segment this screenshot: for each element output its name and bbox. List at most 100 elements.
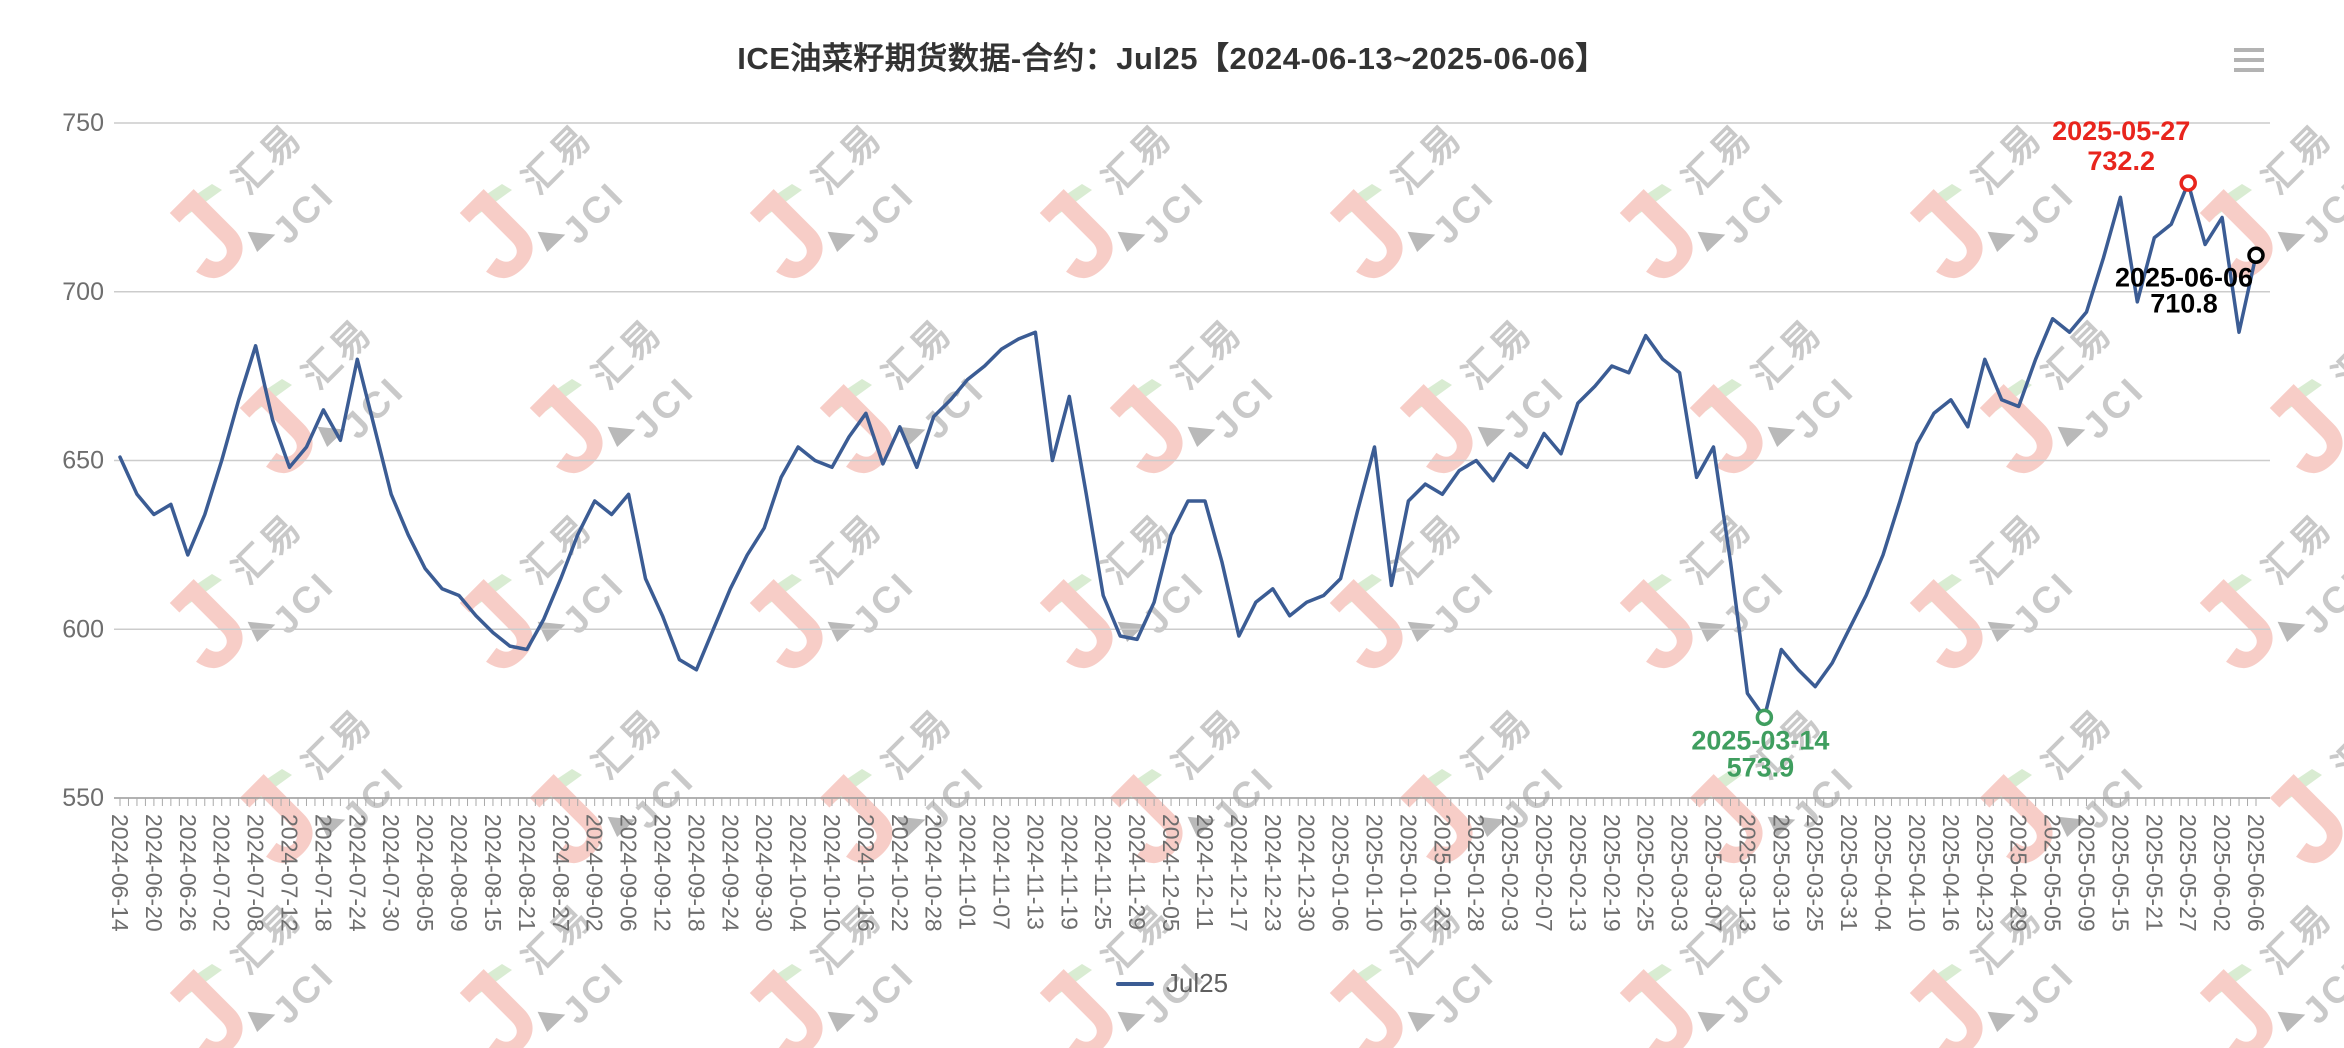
x-axis-tick-label: 2024-07-24 (344, 814, 370, 932)
watermark-text-en: JCI (1785, 368, 1863, 446)
x-axis-tick-label: 2025-04-16 (1938, 814, 1964, 932)
x-axis-tick-label: 2025-03-13 (1734, 814, 1760, 932)
x-axis-tick-label: 2024-09-02 (582, 814, 608, 932)
x-axis-tick-label: 2024-12-17 (1226, 814, 1252, 932)
y-axis-tick-label: 700 (62, 278, 104, 306)
last-point-marker[interactable] (2247, 246, 2265, 265)
x-axis-tick-label: 2024-11-13 (1022, 814, 1048, 930)
x-axis-tick-label: 2024-08-21 (514, 814, 540, 932)
x-axis-tick-label: 2025-03-19 (1768, 814, 1794, 932)
y-axis-tick-label: 650 (62, 447, 104, 475)
x-axis-tick-label: 2024-09-12 (649, 814, 675, 932)
y-axis-tick-label: 750 (62, 109, 104, 137)
x-axis-tick-label: 2024-12-30 (1294, 814, 1320, 932)
x-axis-tick-label: 2025-02-19 (1599, 814, 1625, 932)
x-axis-tick-label: 2025-05-21 (2141, 814, 2167, 932)
hamburger-bar (2234, 48, 2264, 52)
x-axis-tick-label: 2024-06-26 (175, 814, 201, 932)
watermark-text-en: JCI (1425, 173, 1503, 251)
watermark-text-cn: 汇易 (2325, 311, 2344, 397)
x-axis-tick-label: 2025-03-03 (1667, 814, 1693, 932)
watermark-text-en: JCI (845, 173, 923, 251)
x-axis-tick-label: 2025-05-05 (2040, 814, 2066, 932)
watermark-text-cn: 汇易 (2325, 701, 2344, 787)
y-axis-labels: 750 700 650 600 550 (62, 109, 104, 812)
x-axis-tick-label: 2025-01-10 (1361, 814, 1387, 932)
legend[interactable]: Jul25 (0, 968, 2344, 999)
x-axis-tick-label: 2024-08-27 (548, 814, 574, 932)
x-axis-tick-label: 2024-07-02 (209, 814, 235, 932)
x-axis-tick-label: 2024-08-09 (446, 814, 472, 932)
y-axis-tick-label: 550 (62, 784, 104, 812)
x-axis-tick-label: 2024-10-22 (887, 814, 913, 932)
x-axis-tick-label: 2025-01-06 (1328, 814, 1354, 932)
x-axis-tick-label: 2025-05-27 (2175, 814, 2201, 932)
hamburger-menu-icon[interactable] (2234, 48, 2264, 74)
gridlines (114, 122, 2270, 799)
x-axis-tick-label: 2025-05-15 (2107, 814, 2133, 932)
x-axis-tick-label: 2025-04-29 (2006, 814, 2032, 932)
x-axis-tick-label: 2025-01-28 (1463, 814, 1489, 932)
x-axis-labels: 2024-06-14 2024-06-20 2024-06-26 2024-07-02… (107, 814, 2269, 932)
x-axis-tick-label: 2024-12-23 (1260, 814, 1286, 932)
hamburger-bar (2234, 68, 2264, 72)
x-axis-tick-label: 2024-12-11 (1192, 814, 1218, 930)
max-point-marker[interactable] (2179, 174, 2197, 192)
watermark-text-en: JCI (1205, 368, 1283, 446)
min-annotation-value: 573.9 (1727, 752, 1795, 782)
x-axis-tick-label: 2024-07-12 (277, 814, 303, 932)
x-axis-tick-label: 2025-02-03 (1497, 814, 1523, 932)
x-axis-tick-label: 2024-07-30 (378, 814, 404, 932)
watermark-text-en: JCI (265, 173, 343, 251)
x-axis-tick-label: 2024-10-28 (921, 814, 947, 932)
x-axis-tick-label: 2024-11-19 (1056, 814, 1082, 930)
x-axis-tick-label: 2025-02-07 (1531, 814, 1557, 932)
watermark-text-en: JCI (625, 368, 703, 446)
x-axis-tick-label: 2024-11-01 (955, 814, 981, 930)
watermark-text-en: JCI (1715, 173, 1793, 251)
legend-line-icon (1115, 981, 1154, 986)
max-annotation-date: 2025-05-27 (2052, 116, 2190, 146)
x-axis-tick-label: 2025-05-09 (2073, 814, 2099, 932)
min-point-marker[interactable] (1755, 708, 1774, 727)
x-axis-tick-label: 2024-10-16 (853, 814, 879, 932)
max-annotation-value: 732.2 (2087, 146, 2155, 176)
x-axis-tick-label: 2025-02-13 (1565, 814, 1591, 932)
y-axis-tick-label: 600 (62, 615, 104, 643)
legend-item-label: Jul25 (1165, 968, 1229, 998)
x-axis-tick-label: 2024-06-14 (107, 814, 133, 932)
watermark-logo-letter: J (2234, 360, 2344, 502)
min-annotation-date: 2025-03-14 (1691, 725, 1829, 755)
x-axis-tick-label: 2024-08-05 (412, 814, 438, 932)
last-annotation-date: 2025-06-06 (2115, 262, 2253, 292)
watermark-text-en: JCI (2295, 173, 2344, 251)
x-axis-tick-label: 2025-04-10 (1904, 814, 1930, 932)
x-axis-tick-label: 2025-03-31 (1836, 814, 1862, 932)
x-axis-tick-label: 2024-06-20 (141, 814, 167, 932)
x-axis-tick-label: 2025-01-16 (1395, 814, 1421, 932)
price-line[interactable] (118, 181, 2258, 720)
watermark-text-en: JCI (2075, 368, 2153, 446)
watermark-text-en: JCI (2295, 563, 2344, 641)
x-axis-tick-label: 2024-11-07 (989, 814, 1015, 930)
x-axis-tick-label: 2025-04-23 (1972, 814, 1998, 932)
x-axis-tick-label: 2024-09-24 (717, 814, 743, 932)
x-axis-tick-label: 2024-07-18 (310, 814, 336, 932)
x-axis-tick-label: 2024-09-06 (616, 814, 642, 932)
x-axis-tick-label: 2025-06-02 (2209, 814, 2235, 932)
watermark-text-en: JCI (1495, 368, 1573, 446)
